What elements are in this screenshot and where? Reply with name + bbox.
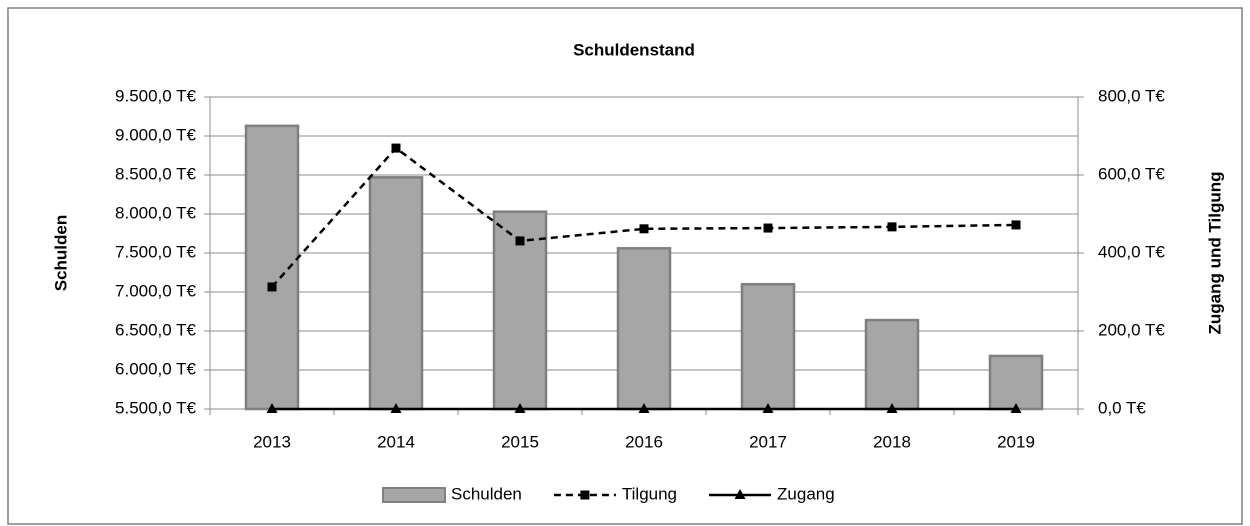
point	[266, 403, 278, 413]
point	[762, 403, 774, 413]
x-tick-label: 2014	[377, 432, 415, 451]
bar	[368, 176, 424, 411]
x-tick-label: 2018	[873, 432, 911, 451]
y-tick-label: 8.500,0 T€	[115, 164, 197, 183]
point	[1010, 403, 1022, 413]
legend-label: Tilgung	[622, 484, 677, 503]
y-tick-label: 9.500,0 T€	[115, 86, 197, 105]
point	[639, 224, 649, 234]
point	[514, 403, 526, 413]
y2-tick-label: 0,0 T€	[1098, 398, 1146, 417]
y-tick-label: 9.000,0 T€	[115, 125, 197, 144]
y-tick-label: 8.000,0 T€	[115, 203, 197, 222]
x-tick-label: 2015	[501, 432, 539, 451]
bar	[740, 282, 796, 411]
y2-tick-label: 600,0 T€	[1098, 164, 1165, 183]
x-tick-label: 2017	[749, 432, 787, 451]
point	[515, 236, 525, 246]
chart-title: Schuldenstand	[573, 40, 695, 59]
legend-label: Zugang	[777, 484, 835, 503]
y2-tick-label: 400,0 T€	[1098, 242, 1165, 261]
y-tick-label: 7.500,0 T€	[115, 242, 197, 261]
x-tick-label: 2019	[997, 432, 1035, 451]
y-axis-label: Schulden	[51, 215, 70, 292]
legend-marker	[734, 489, 746, 499]
point	[887, 222, 897, 232]
legend-swatch	[382, 487, 446, 503]
y-tick-label: 6.500,0 T€	[115, 320, 197, 339]
point	[638, 403, 650, 413]
x-tick-label: 2013	[253, 432, 291, 451]
point	[763, 223, 773, 233]
y2-axis-label: Zugang und Tilgung	[1205, 171, 1224, 334]
bar	[864, 318, 920, 411]
x-tick-label: 2016	[625, 432, 663, 451]
point	[886, 403, 898, 413]
legend-marker	[580, 490, 590, 500]
y2-tick-label: 200,0 T€	[1098, 320, 1165, 339]
bar	[988, 354, 1044, 411]
point	[1011, 220, 1021, 230]
point	[267, 282, 277, 292]
legend-label: Schulden	[451, 484, 522, 503]
bar	[616, 247, 672, 411]
y2-tick-label: 800,0 T€	[1098, 86, 1165, 105]
y-tick-label: 5.500,0 T€	[115, 398, 197, 417]
y-tick-label: 7.000,0 T€	[115, 281, 197, 300]
y-tick-label: 6.000,0 T€	[115, 359, 197, 378]
point	[390, 403, 402, 413]
point	[391, 143, 401, 153]
